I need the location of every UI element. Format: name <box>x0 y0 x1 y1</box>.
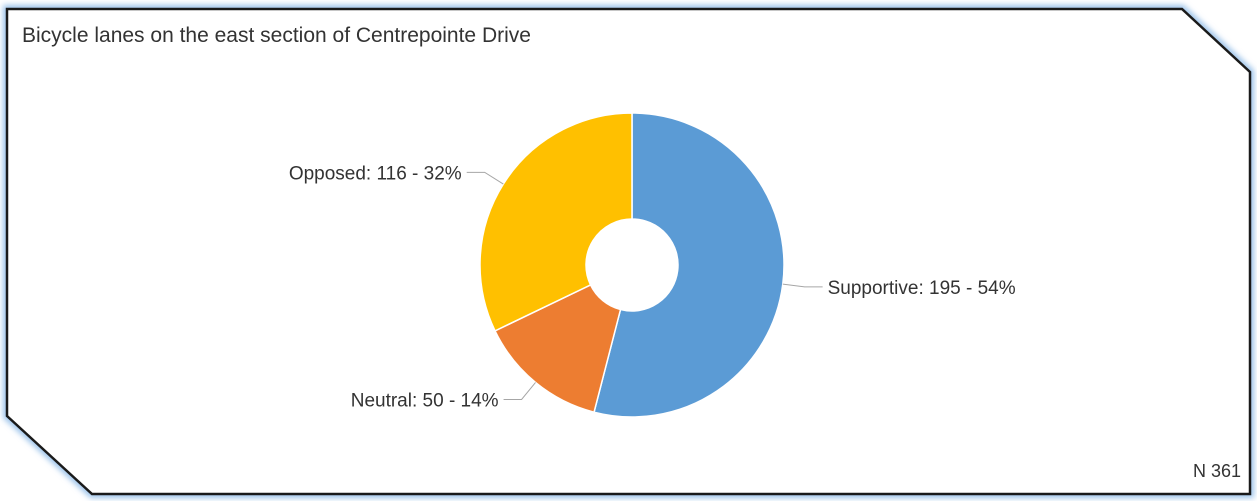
donut-slices <box>479 112 785 418</box>
slice-supportive[interactable] <box>593 112 785 418</box>
leader-line-neutral <box>503 382 536 400</box>
label-supportive: Supportive: 195 - 54% <box>828 278 1016 299</box>
leader-line-opposed <box>466 171 504 185</box>
label-neutral: Neutral: 50 - 14% <box>351 390 499 411</box>
slice-neutral[interactable] <box>494 283 622 414</box>
slice-opposed[interactable] <box>479 112 633 332</box>
slice-labels: Supportive: 195 - 54% Neutral: 50 - 14% Op… <box>289 163 1016 411</box>
chart-title: Bicycle lanes on the east section of Cen… <box>22 24 531 47</box>
label-opposed: Opposed: 116 - 32% <box>289 163 462 184</box>
leader-lines <box>466 171 823 400</box>
leader-line-supportive <box>782 283 823 288</box>
sample-size-label: N 361 <box>1192 461 1241 481</box>
frame-border <box>5 7 1252 496</box>
